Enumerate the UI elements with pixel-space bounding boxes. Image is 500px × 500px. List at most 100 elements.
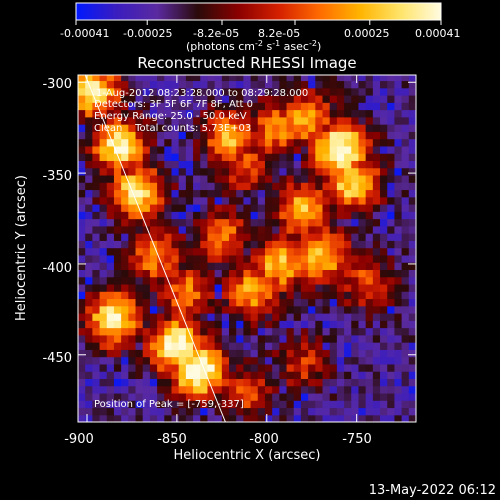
heatmap-cell xyxy=(293,247,302,256)
heatmap-cell xyxy=(128,262,137,270)
heatmap-cell xyxy=(300,211,309,220)
heatmap-cell xyxy=(380,240,388,249)
heatmap-cell xyxy=(92,407,101,416)
heatmap-cell xyxy=(149,94,158,103)
heatmap-cell xyxy=(243,320,252,329)
heatmap-cell xyxy=(408,320,416,329)
heatmap-cell xyxy=(336,298,345,307)
heatmap-cell xyxy=(185,196,194,205)
heatmap-cell xyxy=(207,378,216,387)
heatmap-cell xyxy=(329,269,338,278)
heatmap-cell xyxy=(351,189,360,198)
heatmap-cell xyxy=(394,167,403,176)
heatmap-cell xyxy=(164,262,173,270)
heatmap-cell xyxy=(193,378,201,387)
heatmap-cell xyxy=(142,116,151,125)
heatmap-cell xyxy=(336,254,345,263)
heatmap-cell xyxy=(157,145,165,154)
heatmap-cell xyxy=(387,145,396,154)
heatmap-cell xyxy=(243,94,252,103)
heatmap-cell xyxy=(85,211,93,220)
heatmap-cell xyxy=(372,283,381,292)
heatmap-cell xyxy=(365,211,374,220)
heatmap-cell xyxy=(250,247,259,256)
heatmap-cell xyxy=(113,211,122,220)
heatmap-cell xyxy=(157,363,165,372)
heatmap-cell xyxy=(149,247,158,256)
heatmap-cell xyxy=(315,211,324,220)
heatmap-cell xyxy=(394,247,403,256)
heatmap-cell xyxy=(322,94,331,103)
heatmap-cell xyxy=(99,211,108,220)
heatmap-cell xyxy=(243,75,252,82)
heatmap-cell xyxy=(113,414,122,422)
heatmap-cell xyxy=(200,131,209,140)
heatmap-cell xyxy=(257,312,266,321)
heatmap-cell xyxy=(329,334,338,343)
heatmap-cell xyxy=(221,182,230,191)
heatmap-cell xyxy=(171,109,180,118)
heatmap-cell xyxy=(358,174,367,183)
heatmap-cell xyxy=(214,189,223,198)
heatmap-cell xyxy=(344,400,352,409)
heatmap-cell xyxy=(272,138,280,147)
heatmap-cell xyxy=(92,342,101,350)
heatmap-cell xyxy=(336,145,345,154)
heatmap-cell xyxy=(279,254,288,263)
heatmap-cell xyxy=(257,414,266,422)
heatmap-cell xyxy=(401,305,410,314)
heatmap-cell xyxy=(164,182,173,191)
heatmap-cell xyxy=(178,153,187,161)
heatmap-cell xyxy=(99,320,108,329)
heatmap-cell xyxy=(344,262,352,270)
heatmap-cell xyxy=(387,320,396,329)
heatmap-cell xyxy=(329,124,338,132)
heatmap-cell xyxy=(157,138,165,147)
heatmap-cell xyxy=(300,116,309,125)
heatmap-cell xyxy=(164,334,173,343)
heatmap-cell xyxy=(394,305,403,314)
heatmap-cell xyxy=(128,283,137,292)
heatmap-cell xyxy=(358,196,367,205)
heatmap-cell xyxy=(300,102,309,111)
heatmap-cell xyxy=(113,254,122,263)
heatmap-cell xyxy=(207,138,216,147)
heatmap-cell xyxy=(336,124,345,132)
heatmap-cell xyxy=(171,320,180,329)
heatmap-cell xyxy=(106,363,115,372)
heatmap-cell xyxy=(387,349,396,358)
heatmap-cell xyxy=(221,262,230,270)
heatmap-cell xyxy=(207,145,216,154)
heatmap-cell xyxy=(85,218,93,227)
heatmap-cell xyxy=(149,254,158,263)
heatmap-cell xyxy=(344,174,352,183)
heatmap-cell xyxy=(200,407,209,416)
heatmap-cell xyxy=(229,371,237,379)
heatmap-cell xyxy=(358,102,367,111)
heatmap-cell xyxy=(401,102,410,111)
heatmap-cell xyxy=(78,334,86,343)
heatmap-cell xyxy=(171,392,180,401)
heatmap-cell xyxy=(351,109,360,118)
heatmap-cell xyxy=(236,363,244,372)
heatmap-cell xyxy=(121,363,129,372)
heatmap-cell xyxy=(250,160,259,169)
heatmap-cell xyxy=(200,182,209,191)
heatmap-cell xyxy=(229,109,237,118)
heatmap-cell xyxy=(185,75,194,82)
heatmap-cell xyxy=(272,269,280,278)
heatmap-cell xyxy=(286,291,295,300)
heatmap-cell xyxy=(293,392,302,401)
heatmap-cell xyxy=(135,407,144,416)
heatmap-cell xyxy=(99,145,108,154)
heatmap-cell xyxy=(358,378,367,387)
heatmap-cell xyxy=(293,400,302,409)
heatmap-cell xyxy=(250,196,259,205)
heatmap-cell xyxy=(207,75,216,82)
heatmap-cell xyxy=(372,94,381,103)
heatmap-cell xyxy=(279,225,288,234)
heatmap-cell xyxy=(358,145,367,154)
heatmap-cell xyxy=(272,174,280,183)
heatmap-cell xyxy=(336,392,345,401)
colorbar-tick-4: 0.00025 xyxy=(344,27,390,40)
